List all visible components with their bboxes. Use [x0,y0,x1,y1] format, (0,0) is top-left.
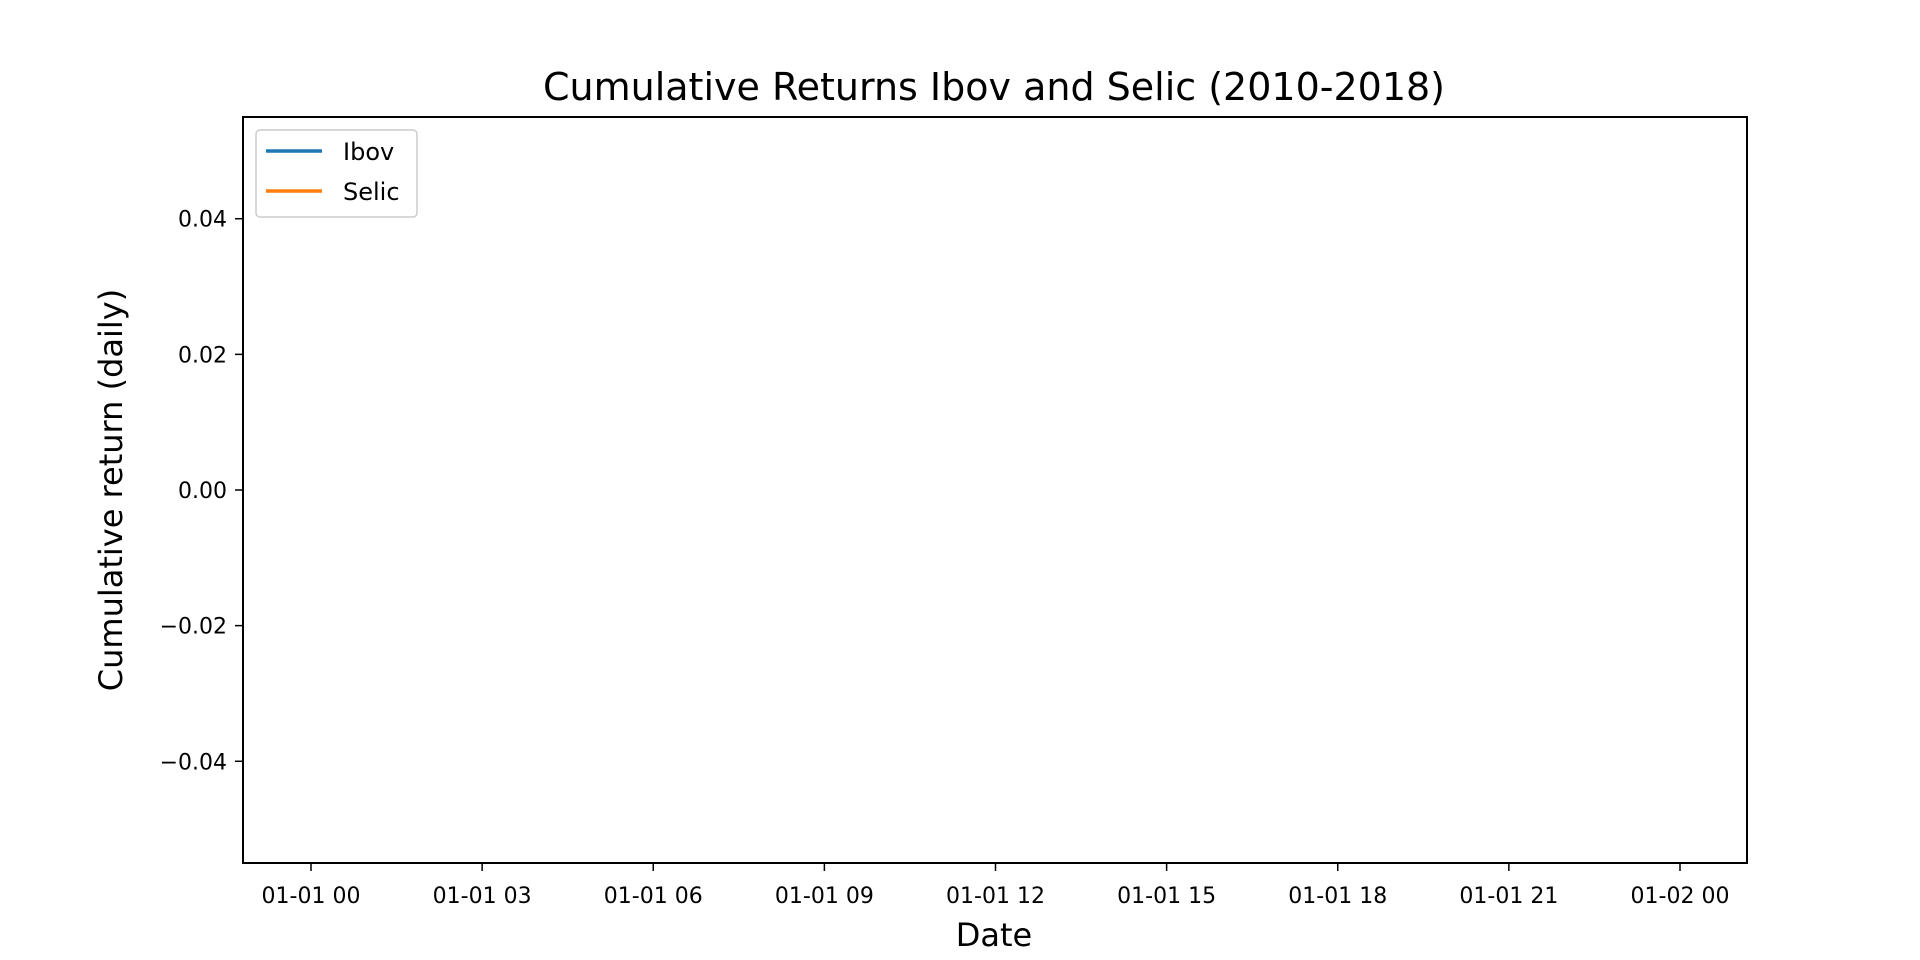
plot-area [243,117,1747,863]
y-tick-label: 0.04 [178,208,227,233]
y-tick-label: −0.04 [160,750,227,775]
y-tick-label: −0.02 [160,615,227,640]
x-tick-label: 01-01 12 [946,884,1045,909]
x-tick-label: 01-01 06 [604,884,703,909]
y-tick-label: 0.00 [178,479,227,504]
y-axis-title: Cumulative return (daily) [92,289,130,691]
x-tick-label: 01-01 03 [433,884,532,909]
legend-label-ibov: Ibov [343,138,394,166]
x-tick-label: 01-02 00 [1631,884,1730,909]
y-axis: 0.04 0.02 0.00 −0.02 −0.04 [160,208,243,776]
x-tick-label: 01-01 09 [775,884,874,909]
x-axis: 01-01 00 01-01 03 01-01 06 01-01 09 01-01 12… [262,863,1730,909]
x-tick-label: 01-01 18 [1288,884,1387,909]
legend: Ibov Selic [256,130,417,217]
chart-title: Cumulative Returns Ibov and Selic (2010-… [543,65,1445,109]
y-tick-label: 0.02 [178,343,227,368]
x-tick-label: 01-01 15 [1117,884,1216,909]
x-tick-label: 01-01 21 [1459,884,1558,909]
x-tick-label: 01-01 00 [262,884,361,909]
legend-label-selic: Selic [343,178,400,206]
x-axis-title: Date [956,916,1032,954]
